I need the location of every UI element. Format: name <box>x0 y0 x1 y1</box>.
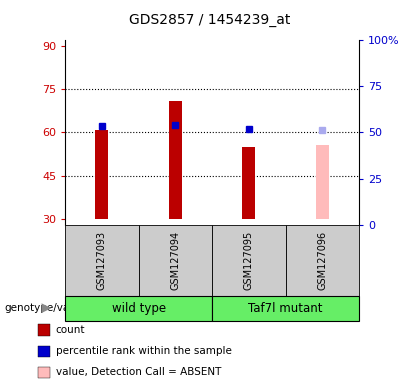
Text: GSM127094: GSM127094 <box>171 231 180 290</box>
Text: value, Detection Call = ABSENT: value, Detection Call = ABSENT <box>56 367 221 377</box>
Bar <box>95 130 108 219</box>
Text: Taf7l mutant: Taf7l mutant <box>248 302 323 314</box>
Text: GSM127095: GSM127095 <box>244 230 254 290</box>
Text: genotype/variation: genotype/variation <box>4 303 103 313</box>
Text: GSM127096: GSM127096 <box>318 231 327 290</box>
Text: count: count <box>56 325 85 335</box>
Text: GDS2857 / 1454239_at: GDS2857 / 1454239_at <box>129 13 291 27</box>
Text: wild type: wild type <box>112 302 165 314</box>
Text: GSM127093: GSM127093 <box>97 231 107 290</box>
Bar <box>316 146 329 219</box>
Bar <box>242 147 255 219</box>
Text: percentile rank within the sample: percentile rank within the sample <box>56 346 232 356</box>
Bar <box>169 101 182 219</box>
